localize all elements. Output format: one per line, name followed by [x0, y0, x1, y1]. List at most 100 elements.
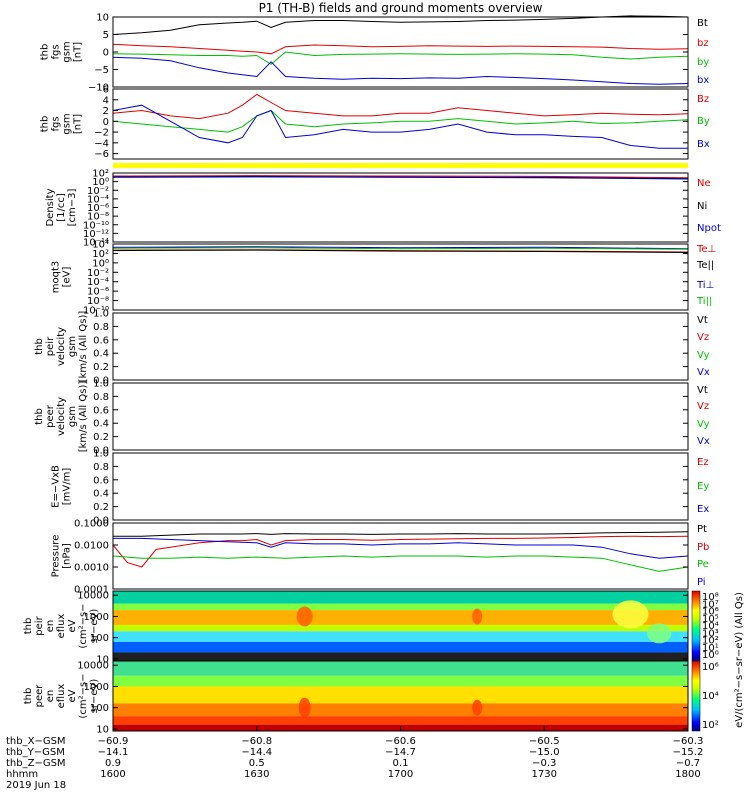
spectrogram-band	[113, 675, 688, 687]
y-axis-label-line: eflux	[56, 614, 67, 639]
y-axis-label-line: (cm²−s−	[78, 603, 89, 648]
series-line-Ne	[112, 175, 689, 179]
ephemeris-value: −0.3	[532, 758, 556, 769]
ephemeris-value: 0.5	[249, 758, 265, 769]
colorbar-tick-label: 10²	[702, 636, 719, 647]
y-tick-label: 10⁻⁴	[87, 194, 109, 205]
legend-entry-Bt: Bt	[697, 18, 708, 29]
legend-entry-Ti⊥: Ti⊥	[696, 280, 714, 291]
y-tick-label: 0.4	[93, 489, 109, 500]
ephemeris-row-label: thb_Z−GSM	[6, 758, 66, 769]
ephemeris-value: −60.5	[529, 736, 560, 747]
legend-entry-Vz: Vz	[697, 401, 709, 412]
y-tick-label: 10⁻²	[87, 268, 109, 279]
chart-title: P1 (TH-B) fields and ground moments over…	[259, 1, 543, 15]
legend-entry-Vt: Vt	[697, 385, 708, 396]
y-axis-label-line: E=−VxB	[51, 465, 62, 508]
panel-frame	[112, 452, 689, 521]
y-axis-label-line: thb	[40, 116, 51, 133]
legend-entry-Pt: Pt	[697, 524, 707, 535]
y-tick-label: 0.2	[93, 362, 109, 373]
y-tick-label: 10000	[77, 591, 109, 602]
y-axis-label-line: [nT]	[73, 42, 84, 62]
y-axis-label-line: fgs	[51, 44, 62, 59]
y-axis-label-line: gsm	[67, 336, 78, 357]
panel-efield: 1.0 0.8 0.6 0.4 0.2 0.0 E=−VxB[mV/m] Ez Ey Ex	[51, 449, 710, 527]
series-line-Pb	[112, 535, 689, 568]
spectrogram-band	[113, 703, 688, 717]
panel-frame	[112, 16, 689, 88]
y-axis-label-line: thb	[23, 618, 34, 635]
colorbar	[691, 660, 701, 732]
ephemeris-value: −14.1	[98, 747, 129, 758]
ephemeris-value: −15.2	[673, 747, 704, 758]
y-tick-label: 100	[90, 703, 109, 714]
y-axis-label: thbpeirvelocitygsm[km/s (All Qs)]	[34, 311, 89, 383]
spectrogram-feature	[296, 606, 313, 627]
y-tick-label: 10⁻²	[87, 186, 109, 197]
panel-fgs: 10 5 0 −5 −10 thbfgsgsm[nT] Bt bz by bx	[40, 13, 710, 94]
series-line-Ti⊥	[112, 246, 689, 250]
y-tick-label: 10⁻⁶	[87, 287, 109, 298]
y-axis-label: E=−VxB[mV/m]	[51, 465, 73, 508]
series-line-Npot	[112, 175, 689, 180]
y-tick-label: 10²	[92, 249, 109, 260]
y-tick-label: 1000	[84, 612, 109, 623]
spectrogram-band	[113, 603, 688, 611]
y-axis-label-line: Density	[45, 188, 56, 226]
ephemeris-value: −15.0	[529, 747, 560, 758]
series-line-by	[112, 51, 689, 65]
y-axis-label-line: [km/s (All Qs)]	[78, 381, 89, 453]
spectrogram-band	[113, 624, 688, 632]
colorbar-tick-label: 10⁵	[702, 614, 719, 625]
legend-entry-Vt: Vt	[697, 315, 708, 326]
spectrogram-band	[113, 631, 688, 642]
series-line-Bz	[112, 93, 689, 120]
y-axis-label-line: thb	[34, 338, 45, 355]
legend-entry-bz: bz	[697, 38, 709, 49]
ephemeris-value: 1800	[675, 769, 700, 780]
ephemeris-value: 1600	[100, 769, 125, 780]
legend-entry-Vz: Vz	[697, 332, 709, 343]
y-tick-label: 0.0001	[74, 585, 109, 596]
series-line-bx	[112, 56, 689, 85]
legend-entry-bx: bx	[697, 75, 709, 86]
y-axis-label-line: [nPa]	[62, 543, 73, 569]
y-tick-label: 10⁻¹⁴	[83, 238, 109, 249]
legend-entry-Pi: Pi	[697, 577, 706, 588]
y-axis-label-line: [km/s (All Qs)]	[78, 311, 89, 383]
y-tick-label: 0.6	[93, 475, 109, 486]
y-axis-label-line: peir	[45, 336, 56, 356]
y-tick-label: 0.6	[93, 405, 109, 416]
y-axis-label-line: Pressure	[51, 535, 62, 578]
y-tick-label: 10⁻⁴	[87, 277, 109, 288]
series-line-By	[112, 109, 689, 133]
legend-entry-Bz: Bz	[697, 94, 709, 105]
ephemeris-value: −0.7	[676, 758, 700, 769]
legend-entry-Vx: Vx	[697, 367, 710, 378]
y-tick-label: 10⁰	[92, 258, 109, 269]
y-axis-label-line: eV	[67, 619, 78, 632]
y-tick-label: 10⁻⁸	[87, 296, 109, 307]
ephemeris-row-label: hhmm	[6, 769, 38, 780]
ephemeris-value: −60.8	[241, 736, 272, 747]
legend-entry-Ti||: Ti||	[696, 296, 712, 307]
y-tick-label: −6	[94, 149, 109, 160]
y-tick-label: −2	[94, 128, 109, 139]
y-axis-label-line: velocity	[56, 327, 67, 366]
panel-pressure: 0.10000.01000.00100.0001Pressure[nPa]PtP…	[51, 519, 710, 596]
y-tick-label: 2	[103, 106, 109, 117]
legend-entry-Vx: Vx	[697, 436, 710, 447]
legend-entry-Ne: Ne	[697, 178, 711, 189]
colorbar-tick-label: 10²	[702, 720, 719, 731]
y-tick-label: 0.0	[93, 376, 109, 387]
ephemeris-row-label: thb_Y−GSM	[6, 747, 65, 758]
y-axis-label: thbpeerenefluxeV(cm²−s−sr−eV)	[23, 673, 100, 718]
y-tick-label: −5	[94, 65, 109, 76]
spectrogram-band	[113, 686, 688, 704]
legend-entry-Npot: Npot	[697, 223, 721, 234]
ephemeris-value: −60.3	[673, 736, 704, 747]
